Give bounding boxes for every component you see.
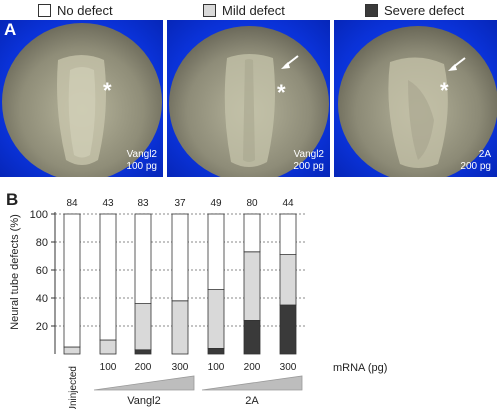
- bar-segment-severe-defect: [279, 304, 297, 355]
- bar-segment-severe-defect: [207, 347, 225, 355]
- category-label: Uninjected: [68, 366, 79, 409]
- embryo-photo-2: * Vangl2 200 pg: [167, 20, 330, 177]
- bar-segment-mild-defect: [134, 303, 152, 351]
- embryo-label-1-construct: Vangl2: [126, 149, 157, 160]
- category-label: 100: [100, 362, 117, 373]
- embryo-label-2: Vangl2 200 pg: [293, 149, 324, 173]
- group-label-vangl2: Vangl2: [127, 395, 160, 407]
- legend-label-no-defect: No defect: [57, 2, 113, 18]
- y-tick-label: 80: [36, 237, 48, 249]
- y-axis-label: Neural tube defects (%): [9, 214, 21, 330]
- group-label-2a: 2A: [245, 395, 259, 407]
- label-layer: 84 Uninjected 43 100 83 200 37 300 49 100 80 200 44 3…: [66, 198, 303, 409]
- x-axis-label: mRNA (pg): [333, 362, 387, 374]
- embryo-image-3: [338, 26, 497, 177]
- legend: No defect Mild defect Severe defect: [0, 0, 500, 22]
- bar-segment-no-defect: [279, 213, 297, 255]
- bar-segment-mild-defect: [243, 251, 261, 321]
- bar-segment-mild-defect: [99, 339, 117, 355]
- y-tick-label: 40: [36, 293, 48, 305]
- n-count-label: 49: [210, 198, 222, 209]
- embryo-label-1: Vangl2 100 pg: [126, 149, 157, 173]
- embryo-label-3: 2A 200 pg: [460, 149, 491, 173]
- bar-layer: [63, 213, 297, 355]
- y-tick-label: 20: [36, 321, 48, 333]
- legend-swatch-no-defect: [38, 3, 51, 17]
- embryo-label-2-dose: 200 pg: [293, 161, 324, 172]
- legend-swatch-severe-defect: [365, 3, 378, 17]
- n-count-label: 80: [246, 198, 258, 209]
- bar-segment-no-defect: [99, 213, 117, 341]
- y-tick-label: 100: [30, 209, 48, 221]
- legend-item-severe-defect: Severe defect: [365, 2, 464, 18]
- bar-segment-mild-defect: [171, 300, 189, 355]
- bar-segment-no-defect: [134, 213, 152, 304]
- embryo-image-1: [2, 23, 162, 177]
- n-count-label: 37: [174, 198, 186, 209]
- dose-ramp-vangl2: [93, 375, 195, 391]
- axis-layer: 20 40 60 80 100: [30, 209, 56, 354]
- category-label: 300: [280, 362, 297, 373]
- legend-label-severe-defect: Severe defect: [384, 2, 465, 18]
- embryo-label-3-dose: 200 pg: [460, 161, 491, 172]
- embryo-photo-1: A * Vangl2 100 pg: [0, 20, 163, 177]
- category-label: 100: [208, 362, 225, 373]
- y-tick-label: 60: [36, 265, 48, 277]
- bar-segment-mild-defect: [207, 289, 225, 349]
- legend-label-mild-defect: Mild defect: [222, 2, 285, 18]
- n-count-label: 83: [137, 198, 149, 209]
- bar-segment-no-defect: [63, 213, 81, 348]
- stacked-bar-chart: 20 40 60 80 100 84 Uninjected 43 100 83 200 37 300 4…: [9, 198, 387, 409]
- panel-b-letter: B: [6, 190, 19, 209]
- embryo-label-2-construct: Vangl2: [293, 149, 324, 160]
- legend-item-no-defect: No defect: [38, 2, 113, 18]
- n-count-label: 43: [102, 198, 114, 209]
- embryo-image-2: [169, 26, 329, 177]
- bar-segment-mild-defect: [63, 346, 81, 355]
- bar-segment-no-defect: [171, 213, 189, 302]
- panel-a: A * Vangl2 100 pg * Vangl2 200 pg: [0, 20, 500, 180]
- bar-segment-severe-defect: [243, 319, 261, 355]
- embryo-label-3-construct: 2A: [478, 149, 491, 160]
- embryo-label-1-dose: 100 pg: [126, 161, 157, 172]
- n-count-label: 84: [66, 198, 78, 209]
- legend-item-mild-defect: Mild defect: [203, 2, 285, 18]
- bar-segment-no-defect: [243, 213, 261, 253]
- n-count-label: 44: [282, 198, 294, 209]
- star-marker-2: *: [277, 80, 286, 105]
- category-label: 300: [172, 362, 189, 373]
- star-marker-1: *: [103, 78, 112, 103]
- legend-swatch-mild-defect: [203, 3, 216, 17]
- panel-a-letter: A: [4, 20, 17, 39]
- bar-segment-severe-defect: [134, 349, 152, 355]
- star-marker-3: *: [440, 78, 449, 103]
- bar-segment-mild-defect: [279, 254, 297, 306]
- bar-segment-no-defect: [207, 213, 225, 290]
- category-label: 200: [244, 362, 261, 373]
- category-label: 200: [135, 362, 152, 373]
- embryo-photo-3: * 2A 200 pg: [334, 20, 497, 177]
- dose-ramp-2a: [201, 375, 303, 391]
